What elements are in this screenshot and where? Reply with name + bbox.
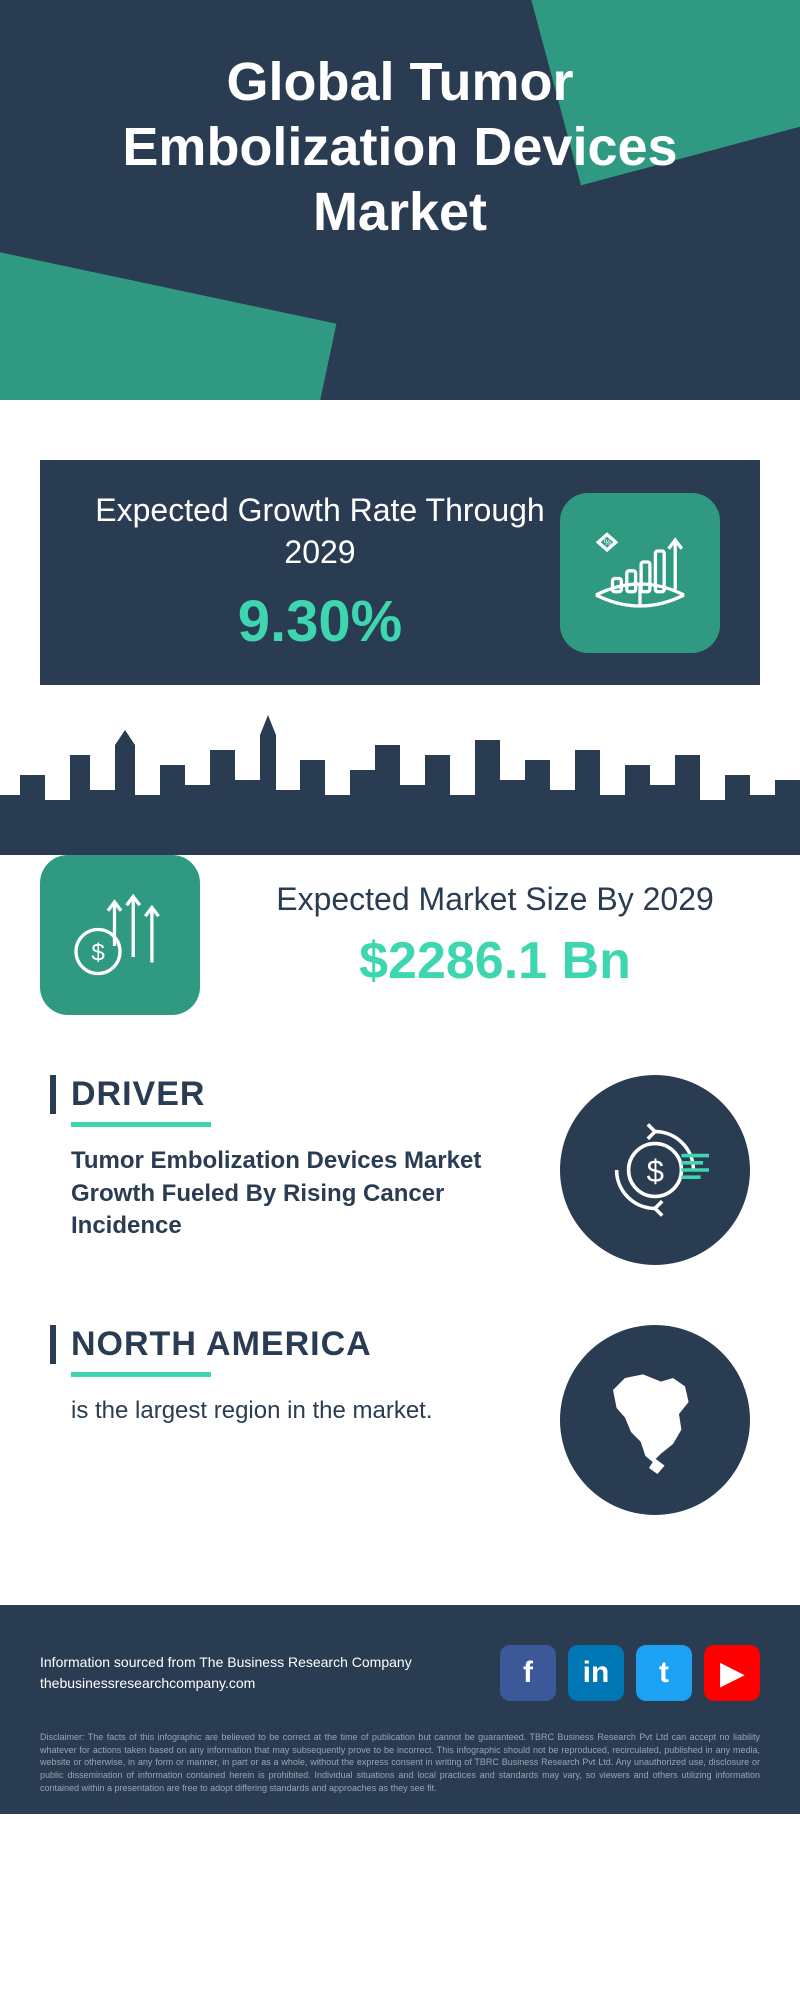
header-accent-bottom — [0, 241, 336, 400]
spacer — [0, 400, 800, 460]
growth-label: Expected Growth Rate Through 2029 — [80, 490, 560, 573]
facebook-icon[interactable]: f — [500, 1645, 556, 1701]
north-america-map-icon — [560, 1325, 750, 1515]
dollar-arrows-icon: $ — [40, 855, 200, 1015]
page-title: Global Tumor Embolization Devices Market — [0, 0, 800, 244]
growth-value: 9.30% — [80, 588, 560, 655]
social-icons-row: f in t ▶ — [500, 1645, 760, 1701]
market-size-section: $ Expected Market Size By 2029 $2286.1 B… — [0, 705, 800, 1045]
driver-text-block: DRIVER Tumor Embolization Devices Market… — [50, 1075, 530, 1242]
source-line-1: Information sourced from The Business Re… — [40, 1652, 412, 1673]
twitter-icon[interactable]: t — [636, 1645, 692, 1701]
source-attribution: Information sourced from The Business Re… — [40, 1652, 412, 1694]
market-size-content: $ Expected Market Size By 2029 $2286.1 B… — [40, 855, 760, 1015]
svg-text:%: % — [604, 537, 612, 547]
svg-text:$: $ — [647, 1154, 664, 1189]
region-text-block: NORTH AMERICA is the largest region in t… — [50, 1325, 530, 1427]
footer-section: Information sourced from The Business Re… — [0, 1605, 800, 1814]
driver-section: DRIVER Tumor Embolization Devices Market… — [0, 1045, 800, 1295]
footer-top-row: Information sourced from The Business Re… — [40, 1645, 760, 1701]
header-section: Global Tumor Embolization Devices Market — [0, 0, 800, 400]
region-heading: NORTH AMERICA — [50, 1325, 530, 1364]
youtube-icon[interactable]: ▶ — [704, 1645, 760, 1701]
city-skyline-icon — [0, 705, 800, 855]
market-size-value: $2286.1 Bn — [230, 931, 760, 991]
growth-text-block: Expected Growth Rate Through 2029 9.30% — [80, 490, 560, 655]
heading-underline — [71, 1122, 211, 1127]
linkedin-icon[interactable]: in — [568, 1645, 624, 1701]
driver-body: Tumor Embolization Devices Market Growth… — [71, 1145, 530, 1242]
market-size-text-block: Expected Market Size By 2029 $2286.1 Bn — [230, 879, 760, 991]
region-body: is the largest region in the market. — [71, 1395, 530, 1427]
growth-rate-section: Expected Growth Rate Through 2029 9.30% … — [40, 460, 760, 685]
heading-underline — [71, 1372, 211, 1377]
source-line-2: thebusinessresearchcompany.com — [40, 1673, 412, 1694]
market-size-label: Expected Market Size By 2029 — [230, 879, 760, 921]
driver-heading: DRIVER — [50, 1075, 530, 1114]
dollar-cycle-icon: $ — [560, 1075, 750, 1265]
region-section: NORTH AMERICA is the largest region in t… — [0, 1295, 800, 1545]
growth-chart-globe-icon: % — [560, 493, 720, 653]
svg-text:$: $ — [91, 939, 105, 966]
disclaimer-text: Disclaimer: The facts of this infographi… — [40, 1731, 760, 1794]
infographic-container: Global Tumor Embolization Devices Market… — [0, 0, 800, 1814]
